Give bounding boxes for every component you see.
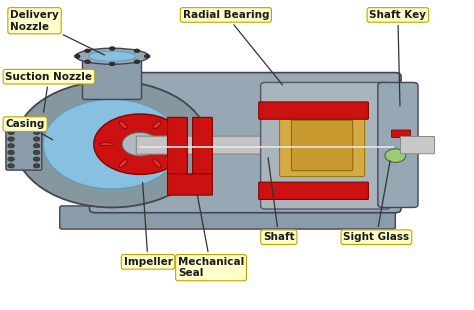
FancyBboxPatch shape xyxy=(90,73,401,213)
FancyBboxPatch shape xyxy=(392,130,410,137)
Circle shape xyxy=(15,81,209,207)
FancyBboxPatch shape xyxy=(82,61,142,100)
Circle shape xyxy=(43,100,180,189)
Circle shape xyxy=(122,132,158,156)
FancyBboxPatch shape xyxy=(60,206,395,229)
Circle shape xyxy=(85,60,91,64)
Text: Impeller: Impeller xyxy=(124,183,173,267)
Ellipse shape xyxy=(76,48,149,64)
Ellipse shape xyxy=(89,51,136,61)
FancyBboxPatch shape xyxy=(167,174,212,195)
Circle shape xyxy=(33,130,40,135)
FancyBboxPatch shape xyxy=(192,117,212,176)
Circle shape xyxy=(109,47,115,51)
Circle shape xyxy=(33,157,40,161)
Circle shape xyxy=(33,164,40,168)
FancyBboxPatch shape xyxy=(6,120,42,170)
Text: Casing: Casing xyxy=(5,119,53,140)
Text: Delivery
Nozzle: Delivery Nozzle xyxy=(10,10,105,55)
Circle shape xyxy=(8,164,14,168)
Circle shape xyxy=(8,130,14,135)
Text: Radial Bearing: Radial Bearing xyxy=(182,10,283,85)
Circle shape xyxy=(134,60,140,64)
Circle shape xyxy=(33,137,40,141)
Circle shape xyxy=(33,144,40,148)
Text: Shaft: Shaft xyxy=(263,158,295,242)
FancyBboxPatch shape xyxy=(292,120,353,171)
Text: Suction Nozzle: Suction Nozzle xyxy=(5,72,92,112)
Ellipse shape xyxy=(119,160,127,167)
Circle shape xyxy=(8,150,14,155)
Circle shape xyxy=(134,49,140,53)
Ellipse shape xyxy=(153,160,161,167)
Circle shape xyxy=(145,54,150,58)
FancyBboxPatch shape xyxy=(167,117,187,176)
Ellipse shape xyxy=(119,121,127,129)
FancyBboxPatch shape xyxy=(401,136,435,154)
Text: Sight Glass: Sight Glass xyxy=(343,161,410,242)
Circle shape xyxy=(74,54,80,58)
Circle shape xyxy=(8,144,14,148)
FancyBboxPatch shape xyxy=(259,182,368,199)
Circle shape xyxy=(33,123,40,128)
Circle shape xyxy=(85,49,91,53)
Circle shape xyxy=(33,150,40,155)
FancyBboxPatch shape xyxy=(378,82,418,207)
Text: Mechanical
Seal: Mechanical Seal xyxy=(178,195,244,278)
FancyBboxPatch shape xyxy=(137,136,397,154)
Ellipse shape xyxy=(100,143,113,146)
Ellipse shape xyxy=(153,121,161,129)
Circle shape xyxy=(8,123,14,128)
Text: Shaft Key: Shaft Key xyxy=(369,10,426,106)
Circle shape xyxy=(109,62,115,66)
Circle shape xyxy=(385,149,406,162)
Circle shape xyxy=(8,157,14,161)
Ellipse shape xyxy=(167,143,181,146)
Circle shape xyxy=(8,137,14,141)
FancyBboxPatch shape xyxy=(261,82,391,209)
FancyBboxPatch shape xyxy=(280,113,365,177)
FancyBboxPatch shape xyxy=(259,102,368,119)
Circle shape xyxy=(94,114,186,175)
